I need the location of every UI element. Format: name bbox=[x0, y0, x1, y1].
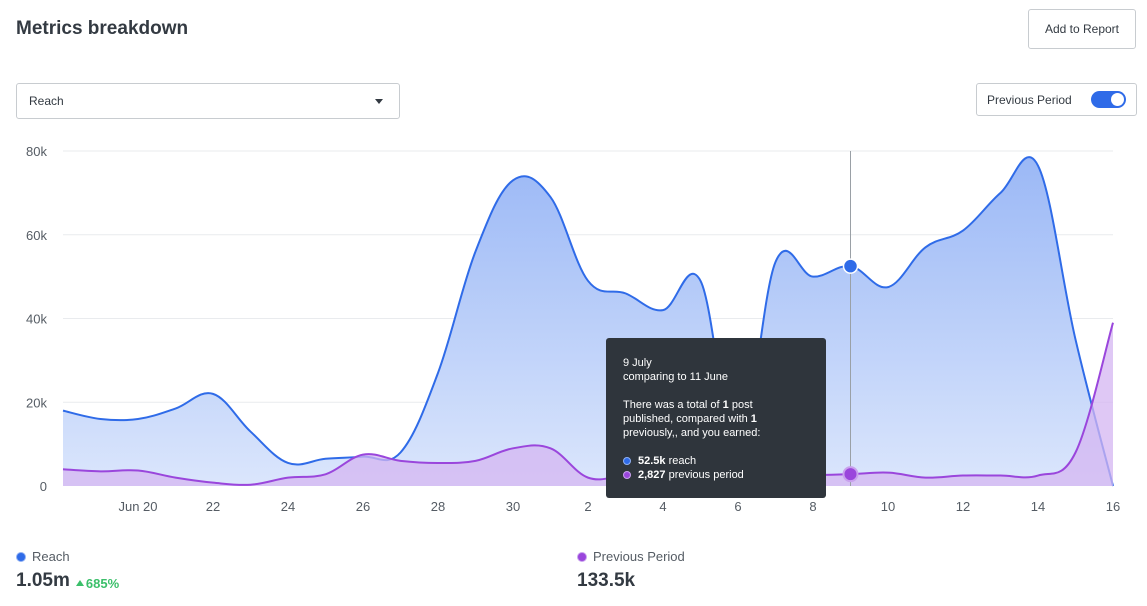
x-tick-label: 26 bbox=[356, 499, 370, 514]
y-tick-label: 80k bbox=[26, 144, 47, 159]
y-tick-label: 40k bbox=[26, 312, 47, 327]
reach-total: 1.05m 685% bbox=[16, 570, 119, 592]
previous-period-dot-icon bbox=[577, 551, 587, 562]
x-tick-label: 14 bbox=[1031, 499, 1045, 514]
previous-total-value: 133.5k bbox=[577, 570, 636, 591]
x-tick-label: 22 bbox=[206, 499, 220, 514]
metric-select-value: Reach bbox=[29, 94, 64, 108]
x-tick-label: 6 bbox=[734, 499, 741, 514]
legend-reach-label: Reach bbox=[32, 549, 70, 564]
x-tick-label: 8 bbox=[809, 499, 816, 514]
x-tick-label: 2 bbox=[584, 499, 591, 514]
reach-change: 685% bbox=[75, 575, 120, 591]
tooltip-date: 9 July bbox=[623, 357, 652, 369]
legend-previous-label: Previous Period bbox=[593, 549, 685, 564]
reach-line bbox=[62, 156, 1114, 487]
tooltip-text-mid: post published, compared with bbox=[623, 399, 753, 425]
x-tick-label: 4 bbox=[659, 499, 666, 514]
tooltip-summary-line-1: There was a total of 1 post published, c… bbox=[623, 398, 773, 440]
add-to-report-button[interactable]: Add to Report bbox=[1028, 9, 1136, 49]
toggle-knob bbox=[1111, 93, 1124, 106]
x-tick-label: 10 bbox=[881, 499, 895, 514]
y-tick-label: 20k bbox=[26, 395, 47, 410]
tooltip-post-count-prev: 1 bbox=[750, 413, 757, 425]
reach-area bbox=[63, 157, 1113, 486]
reach-total-value: 1.05m bbox=[16, 570, 70, 591]
arrow-up-icon bbox=[75, 580, 84, 586]
tooltip-text-post: previously,, and you earned: bbox=[623, 427, 761, 439]
tooltip-comparing: comparing to 11 June bbox=[623, 371, 728, 383]
x-tick-label: Jun 20 bbox=[118, 499, 157, 514]
tooltip-reach-label: reach bbox=[665, 455, 697, 467]
chart-tooltip: 9 July comparing to 11 June There was a … bbox=[606, 338, 826, 498]
x-tick-label: 16 bbox=[1106, 499, 1120, 514]
y-tick-label: 0 bbox=[40, 479, 47, 494]
legend-reach: Reach bbox=[16, 549, 70, 564]
tooltip-post-count: 1 bbox=[722, 399, 729, 411]
tooltip-reach-value: 52.5k bbox=[638, 455, 666, 467]
x-tick-label: 28 bbox=[431, 499, 445, 514]
toggle-switch[interactable] bbox=[1091, 91, 1126, 108]
x-tick-label: 24 bbox=[281, 499, 295, 514]
y-tick-label: 60k bbox=[26, 228, 47, 243]
previous-period-total: 133.5k bbox=[577, 570, 635, 592]
previous-period-dot-icon bbox=[623, 470, 631, 479]
previous-period-toggle[interactable]: Previous Period bbox=[976, 83, 1137, 116]
reach-dot-icon bbox=[16, 551, 26, 562]
tooltip-previous-value: 2,827 bbox=[638, 469, 666, 481]
previous-period-hover-point bbox=[842, 466, 859, 483]
tooltip-text-pre: There was a total of bbox=[623, 399, 723, 411]
reach-hover-point bbox=[842, 258, 859, 274]
x-tick-label: 12 bbox=[956, 499, 970, 514]
page-title: Metrics breakdown bbox=[16, 18, 189, 39]
x-tick-label: 30 bbox=[506, 499, 520, 514]
caret-down-icon bbox=[375, 98, 383, 104]
tooltip-previous-label: previous period bbox=[665, 469, 744, 481]
reach-change-value: 685% bbox=[85, 575, 120, 591]
previous-period-label: Previous Period bbox=[987, 92, 1072, 107]
tooltip-reach-row: 52.5k reach bbox=[623, 454, 809, 468]
reach-dot-icon bbox=[623, 456, 631, 465]
previous-period-line bbox=[62, 322, 1114, 486]
legend-previous-period: Previous Period bbox=[577, 549, 685, 564]
metric-select[interactable]: Reach bbox=[16, 83, 400, 119]
tooltip-previous-row: 2,827 previous period bbox=[623, 468, 809, 482]
